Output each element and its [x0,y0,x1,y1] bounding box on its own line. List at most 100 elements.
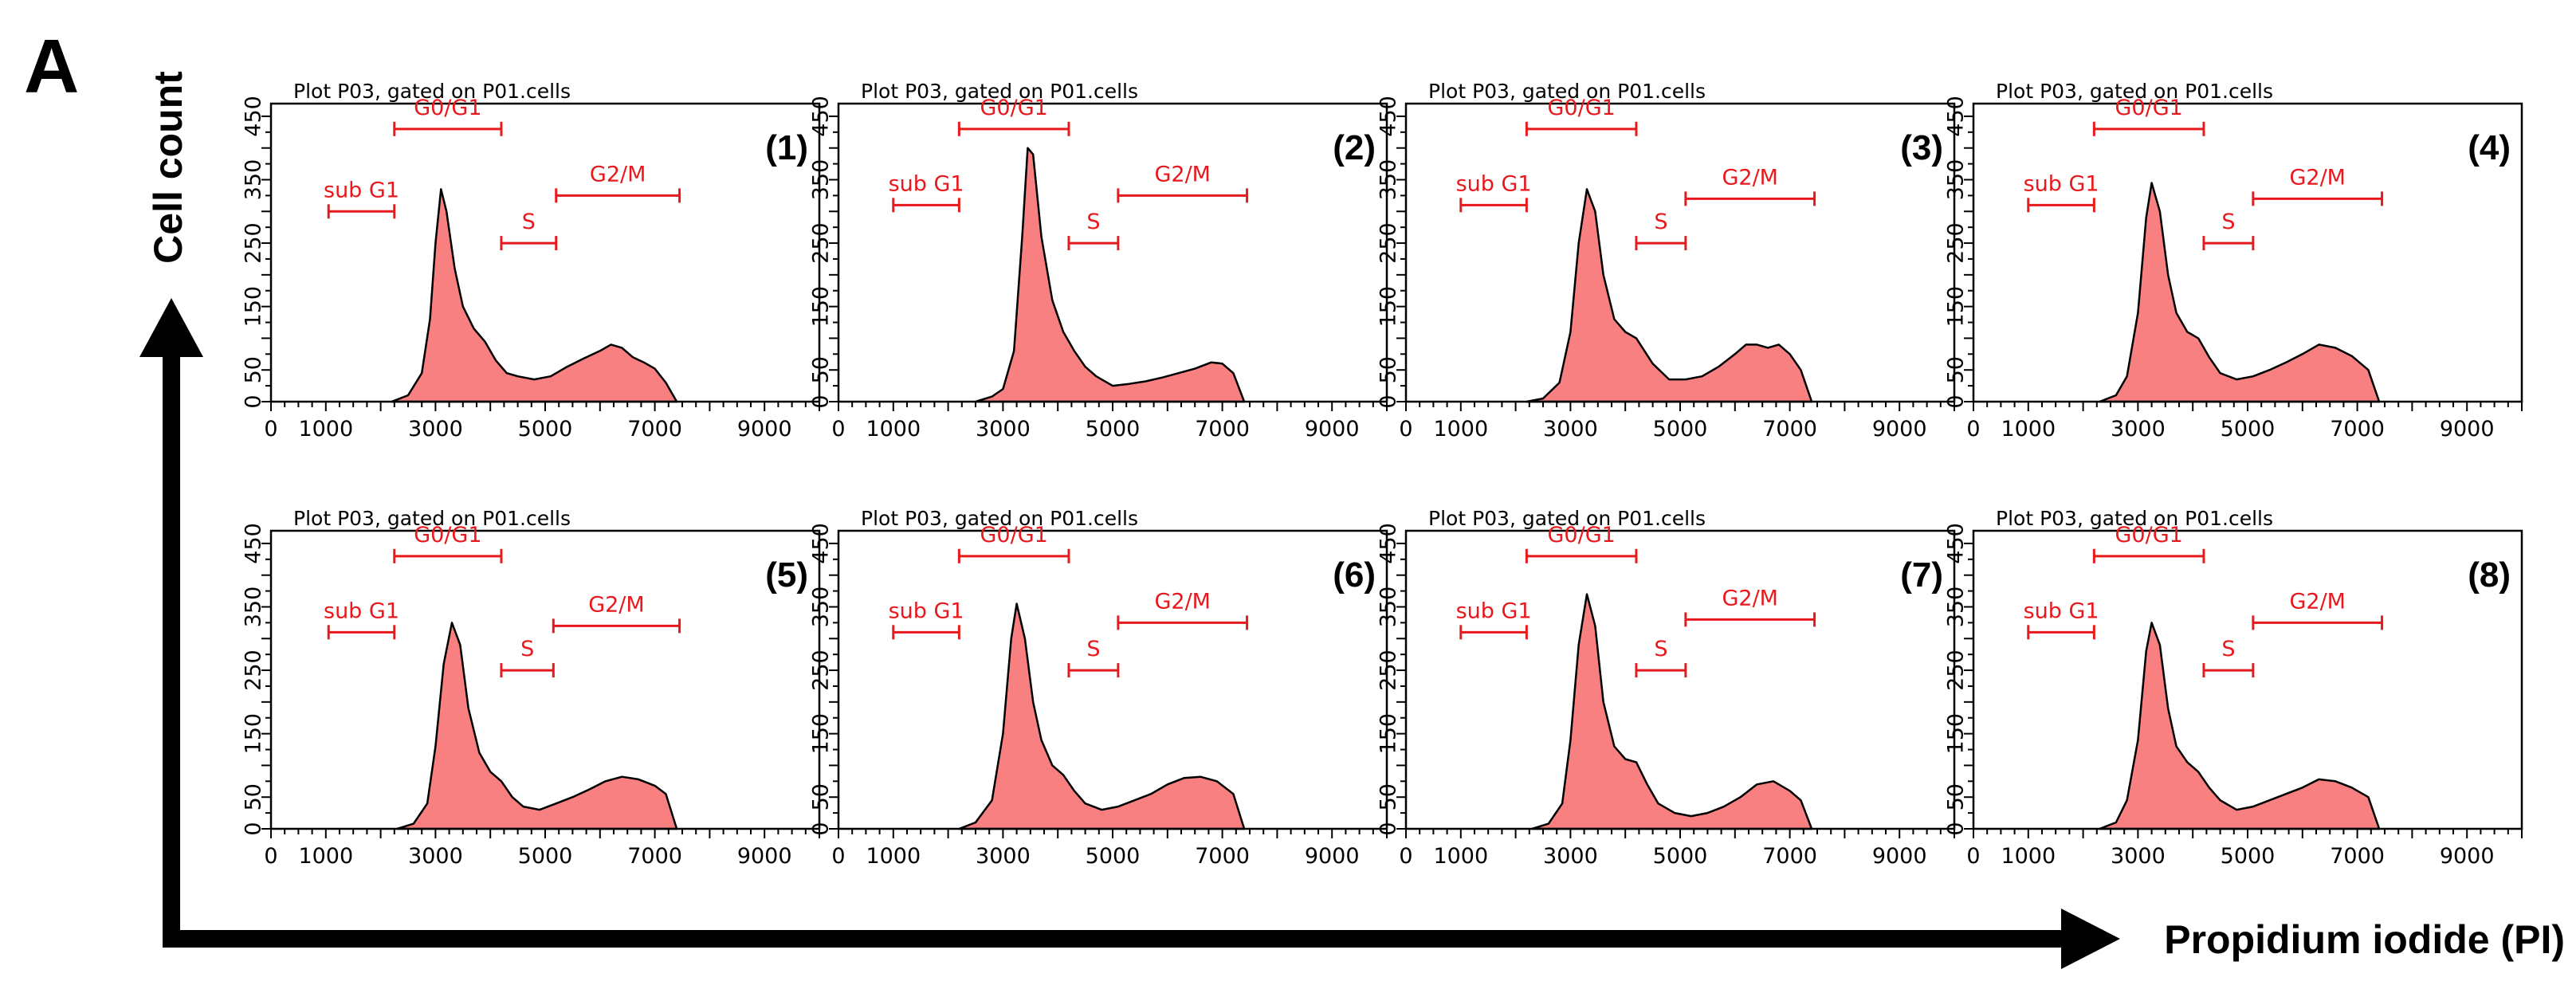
y-tick-label: 0 [1944,822,1969,835]
x-tick-label: 5000 [518,417,573,442]
x-tick-label: 9000 [2440,844,2495,869]
gate-g0-g1: G0/G1 [957,96,1070,136]
y-tick-label: 50 [242,356,266,383]
x-tick-label: 0 [264,417,277,442]
x-tick-label: 7000 [1195,844,1250,869]
histogram-area [1526,188,1813,403]
x-tick-label: 7000 [1762,844,1817,869]
gate-label: G2/M [588,592,645,617]
y-tick-label: 50 [1944,783,1969,810]
y-tick-label: 350 [242,159,266,201]
x-tick-label: 5000 [1086,844,1141,869]
y-tick-label: 250 [809,650,834,691]
gate-s: S [500,637,555,678]
panel-title: Plot P03, gated on P01.cells [293,507,571,530]
histogram-area [2098,182,2381,403]
gate-g0-g1: G0/G1 [2092,523,2205,563]
y-tick-label: 450 [809,96,834,137]
gate-label: S [1654,210,1667,234]
x-tick-label: 9000 [737,844,792,869]
panel-number: (5) [765,555,808,595]
x-tick-label: 3000 [976,417,1031,442]
panel-title: Plot P03, gated on P01.cells [1996,80,2273,103]
x-tick-label: 3000 [2111,844,2166,869]
y-tick-label: 0 [809,394,834,408]
panel-title: Plot P03, gated on P01.cells [861,80,1138,103]
y-tick-label: 50 [809,783,834,810]
histogram-area [2098,622,2381,830]
y-tick-label: 150 [242,286,266,328]
y-tick-label: 150 [1944,286,1969,328]
gate-sub-g1: sub G1 [2024,171,2099,213]
gate-g0-g1: G0/G1 [1525,96,1638,136]
gate-label: S [2221,210,2235,234]
y-tick-label: 250 [1944,650,1969,691]
gate-s: S [2202,210,2255,251]
gate-s: S [1067,210,1120,251]
gate-sub-g1: sub G1 [324,178,399,219]
gate-sub-g1: sub G1 [889,599,964,640]
panel-title: Plot P03, gated on P01.cells [1996,507,2273,530]
gate-label: sub G1 [889,171,964,196]
y-tick-label: 150 [809,286,834,328]
panel-number: (8) [2468,555,2511,595]
gate-label: S [1086,637,1100,661]
x-tick-label: 1000 [298,844,353,869]
y-tick-label: 0 [242,822,266,835]
gate-label: G2/M [2289,589,2346,614]
gate-label: sub G1 [2024,599,2099,623]
y-tick-label: 450 [1944,523,1969,564]
x-tick-label: 0 [1966,844,1980,869]
gate-label: G2/M [2289,165,2346,190]
y-tick-label: 0 [809,822,834,835]
histogram-area [395,622,678,830]
x-tick-label: 9000 [1872,417,1927,442]
x-tick-label: 7000 [1762,417,1817,442]
x-tick-label: 9000 [2440,417,2495,442]
gate-label: G0/G1 [1548,523,1616,547]
y-tick-label: 450 [1376,523,1401,564]
panel-title: Plot P03, gated on P01.cells [1428,80,1706,103]
y-tick-label: 0 [1944,394,1969,408]
y-tick-label: 350 [1376,587,1401,628]
x-tick-label: 5000 [2221,417,2276,442]
y-tick-label: 450 [242,96,266,137]
gate-s: S [1067,637,1120,678]
x-tick-label: 1000 [298,417,353,442]
gate-label: G2/M [1722,586,1778,610]
gate-s: S [2202,637,2255,678]
gate-g2-m: G2/M [1684,586,1816,627]
gate-g0-g1: G0/G1 [393,96,503,136]
gate-label: sub G1 [1456,599,1532,623]
gate-s: S [1635,637,1687,678]
gate-g0-g1: G0/G1 [2092,96,2205,136]
gate-g2-m: G2/M [2252,589,2384,630]
x-tick-label: 5000 [518,844,573,869]
y-tick-label: 250 [242,222,266,264]
x-tick-label: 7000 [2330,844,2385,869]
gate-g2-m: G2/M [552,592,681,634]
x-tick-label: 7000 [627,417,682,442]
x-tick-label: 9000 [737,417,792,442]
x-tick-label: 0 [831,417,845,442]
x-tick-label: 3000 [1543,417,1598,442]
gate-label: sub G1 [2024,171,2099,196]
gate-g2-m: G2/M [2252,165,2384,206]
plot-frame [1972,529,2523,830]
x-tick-label: 3000 [976,844,1031,869]
y-tick-label: 350 [1376,159,1401,201]
y-tick-label: 350 [242,587,266,628]
x-tick-label: 0 [1966,417,1980,442]
gate-g2-m: G2/M [555,162,681,203]
x-tick-label: 1000 [1433,844,1488,869]
x-tick-label: 5000 [1086,417,1141,442]
gate-label: S [2221,637,2235,661]
gate-label: S [522,210,536,234]
gate-label: S [520,637,534,661]
x-tick-label: 0 [831,844,845,869]
x-tick-label: 1000 [2001,417,2056,442]
panel-number: (2) [1333,128,1376,167]
y-tick-label: 350 [1944,159,1969,201]
